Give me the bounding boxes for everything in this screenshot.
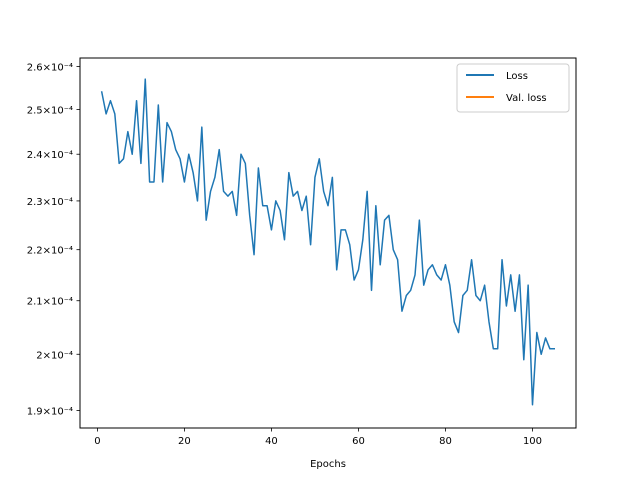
- series-line-loss: [100, 78, 555, 406]
- y-tick-label: 2.3×10⁻⁴: [27, 197, 73, 208]
- series-layer: [100, 78, 555, 406]
- x-tick-label: 0: [94, 436, 100, 447]
- legend-label-val-loss: Val. loss: [506, 93, 547, 104]
- y-tick-label: 1.9×10⁻⁴: [27, 407, 73, 418]
- legend-label-loss: Loss: [506, 71, 528, 82]
- y-tick-label: 2.6×10⁻⁴: [27, 62, 73, 73]
- y-tick-label: 2×10⁻⁴: [36, 350, 73, 361]
- plot-frame: [79, 57, 577, 429]
- y-tick-label: 2.4×10⁻⁴: [27, 150, 73, 161]
- x-tick-label: 80: [439, 436, 452, 447]
- x-tick-label: 20: [178, 436, 191, 447]
- y-tick-label: 2.5×10⁻⁴: [27, 105, 73, 116]
- y-tick-label: 2.1×10⁻⁴: [27, 297, 73, 308]
- x-tick-label: 100: [523, 436, 542, 447]
- x-axis-title: Epochs: [310, 459, 346, 470]
- legend: Loss Val. loss: [456, 63, 570, 113]
- y-axis: 1.9×10⁻⁴ 2×10⁻⁴ 2.1×10⁻⁴ 2.2×10⁻⁴ 2.3×10⁻⁴ 2.…: [27, 62, 80, 418]
- x-tick-label: 60: [352, 436, 365, 447]
- x-tick-label: 40: [265, 436, 278, 447]
- y-tick-label: 2.2×10⁻⁴: [27, 246, 73, 257]
- x-axis: 0 20 40 60 80 100: [94, 428, 542, 447]
